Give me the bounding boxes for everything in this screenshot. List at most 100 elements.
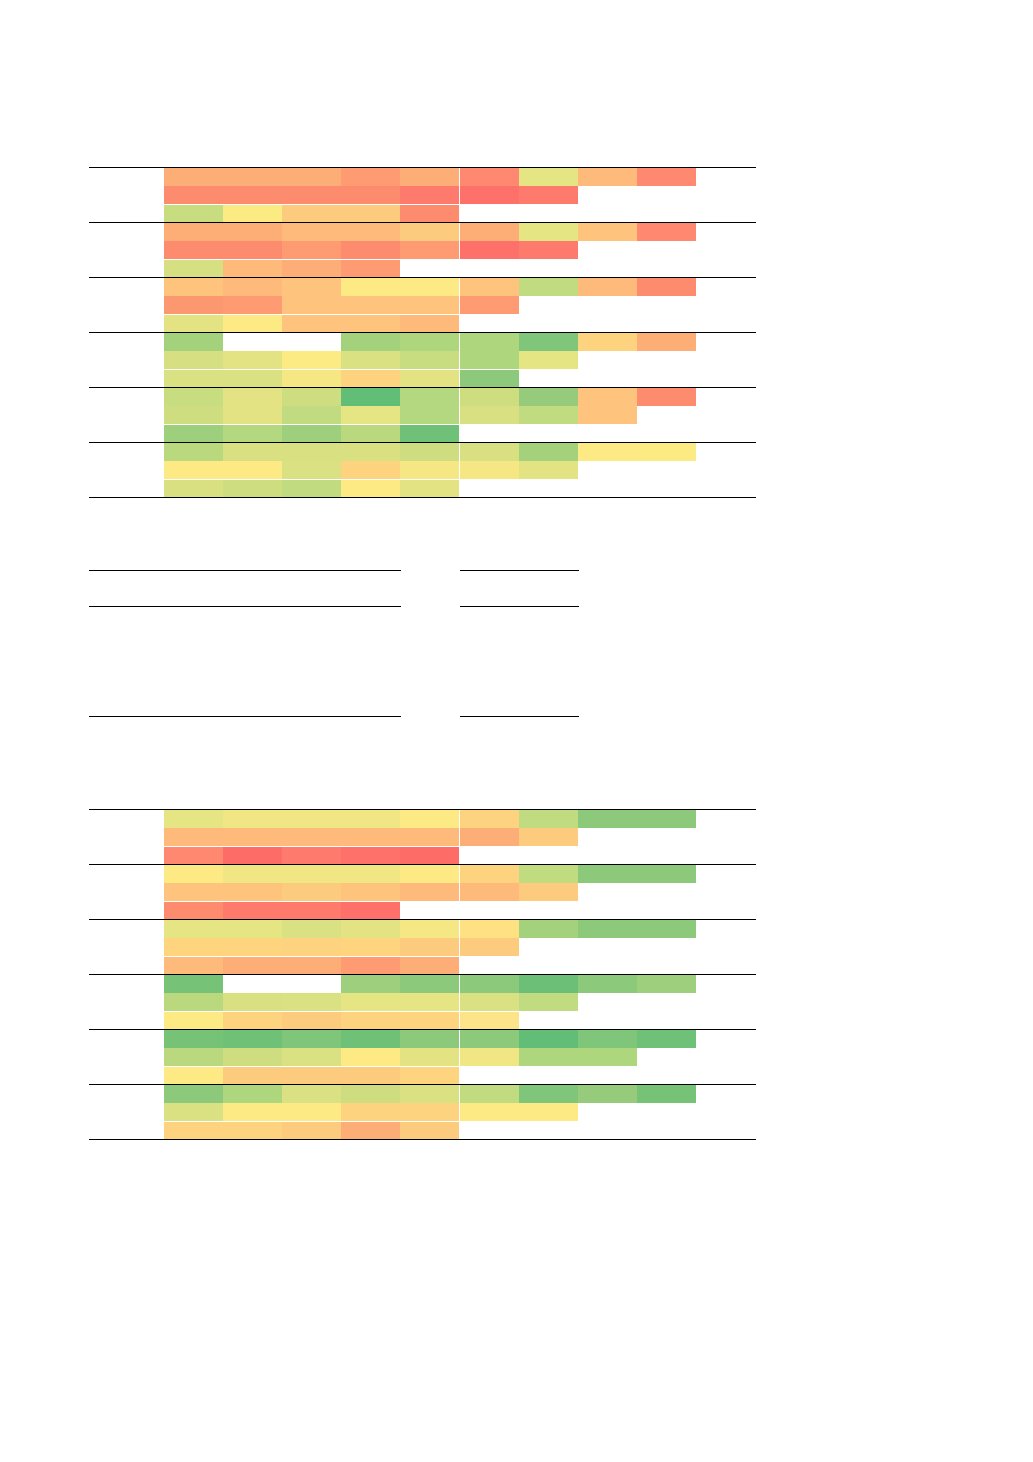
heatmap-cell <box>164 278 223 296</box>
heatmap-cell <box>223 883 282 901</box>
heatmap-cell <box>460 406 519 424</box>
heatmap-cell <box>519 1030 578 1048</box>
group-divider <box>89 222 756 223</box>
heatmap-cell <box>223 1103 282 1121</box>
heatmap-cell <box>341 480 400 498</box>
heatmap-cell <box>282 957 341 975</box>
heatmap-cell <box>223 406 282 424</box>
heatmap-cell <box>223 223 282 241</box>
heatmap-cell <box>341 902 400 920</box>
heatmap-cell <box>637 278 696 296</box>
heatmap-cell <box>223 241 282 259</box>
heatmap-cell <box>223 1030 282 1048</box>
heatmap-cell <box>164 1012 223 1030</box>
heatmap-cell <box>282 351 341 369</box>
heatmap-cell <box>164 223 223 241</box>
group-divider <box>89 1029 756 1030</box>
heatmap-cell <box>341 443 400 461</box>
heatmap-cell <box>223 902 282 920</box>
heatmap-cell <box>341 278 400 296</box>
heatmap-cell <box>223 186 282 204</box>
heatmap-cell <box>400 406 459 424</box>
heatmap-cell <box>519 1085 578 1103</box>
heatmap-cell <box>519 186 578 204</box>
heatmap-cell <box>341 333 400 351</box>
heatmap-cell <box>578 1030 637 1048</box>
heatmap-cell <box>341 205 400 223</box>
heatmap-cell <box>519 351 578 369</box>
heatmap-cell <box>400 315 459 333</box>
heatmap-cell <box>164 260 223 278</box>
heatmap-cell <box>341 406 400 424</box>
heatmap-cell <box>400 865 459 883</box>
group-divider <box>89 919 756 920</box>
heatmap-cell <box>400 278 459 296</box>
heatmap-cell <box>341 241 400 259</box>
table-rule-left <box>89 606 401 607</box>
heatmap-cell <box>341 351 400 369</box>
heatmap-cell <box>400 186 459 204</box>
heatmap-cell <box>400 847 459 865</box>
heatmap-cell <box>400 443 459 461</box>
heatmap-cell <box>341 1030 400 1048</box>
heatmap-cell <box>460 241 519 259</box>
heatmap-cell <box>282 847 341 865</box>
heatmap-cell <box>637 223 696 241</box>
heatmap-cell <box>164 241 223 259</box>
heatmap-cell <box>460 865 519 883</box>
heatmap-cell <box>223 920 282 938</box>
heatmap-cell <box>637 865 696 883</box>
heatmap-cell <box>460 168 519 186</box>
heatmap-cell <box>282 388 341 406</box>
heatmap-cell <box>282 938 341 956</box>
heatmap-cell <box>341 957 400 975</box>
heatmap-cell <box>460 1030 519 1048</box>
heatmap-cell <box>282 810 341 828</box>
heatmap-cell <box>400 205 459 223</box>
heatmap-cell <box>164 993 223 1011</box>
heatmap-cell <box>400 351 459 369</box>
heatmap-cell <box>460 975 519 993</box>
heatmap-cell <box>460 883 519 901</box>
heatmap-cell <box>519 241 578 259</box>
heatmap-cell <box>164 370 223 388</box>
group-divider <box>89 332 756 333</box>
heatmap-cell <box>282 205 341 223</box>
heatmap-cell <box>164 883 223 901</box>
heatmap-cell <box>223 847 282 865</box>
heatmap-cell <box>460 296 519 314</box>
heatmap-cell <box>460 388 519 406</box>
heatmap-cell <box>164 480 223 498</box>
heatmap-cell <box>341 1012 400 1030</box>
heatmap-cell <box>282 278 341 296</box>
heatmap-cell <box>282 1012 341 1030</box>
heatmap-cell <box>519 1103 578 1121</box>
heatmap-cell <box>223 370 282 388</box>
heatmap-cell <box>341 388 400 406</box>
group-divider <box>89 387 756 388</box>
heatmap-cell <box>164 1122 223 1140</box>
heatmap-cell <box>282 480 341 498</box>
heatmap-cell <box>400 480 459 498</box>
heatmap-cell <box>223 1012 282 1030</box>
heatmap-cell <box>164 333 223 351</box>
heatmap-cell <box>282 241 341 259</box>
heatmap-cell <box>282 461 341 479</box>
heatmap-cell <box>223 296 282 314</box>
heatmap-cell <box>282 315 341 333</box>
heatmap-cell <box>519 1048 578 1066</box>
heatmap-cell <box>223 993 282 1011</box>
heatmap-cell <box>578 278 637 296</box>
heatmap-cell <box>164 351 223 369</box>
heatmap-cell <box>223 865 282 883</box>
heatmap-cell <box>223 828 282 846</box>
heatmap-cell <box>519 443 578 461</box>
heatmap-cell <box>164 443 223 461</box>
heatmap-cell <box>164 1067 223 1085</box>
heatmap-cell <box>223 260 282 278</box>
heatmap-cell <box>578 443 637 461</box>
heatmap-cell <box>164 1030 223 1048</box>
heatmap-cell <box>341 865 400 883</box>
group-divider <box>89 167 756 168</box>
